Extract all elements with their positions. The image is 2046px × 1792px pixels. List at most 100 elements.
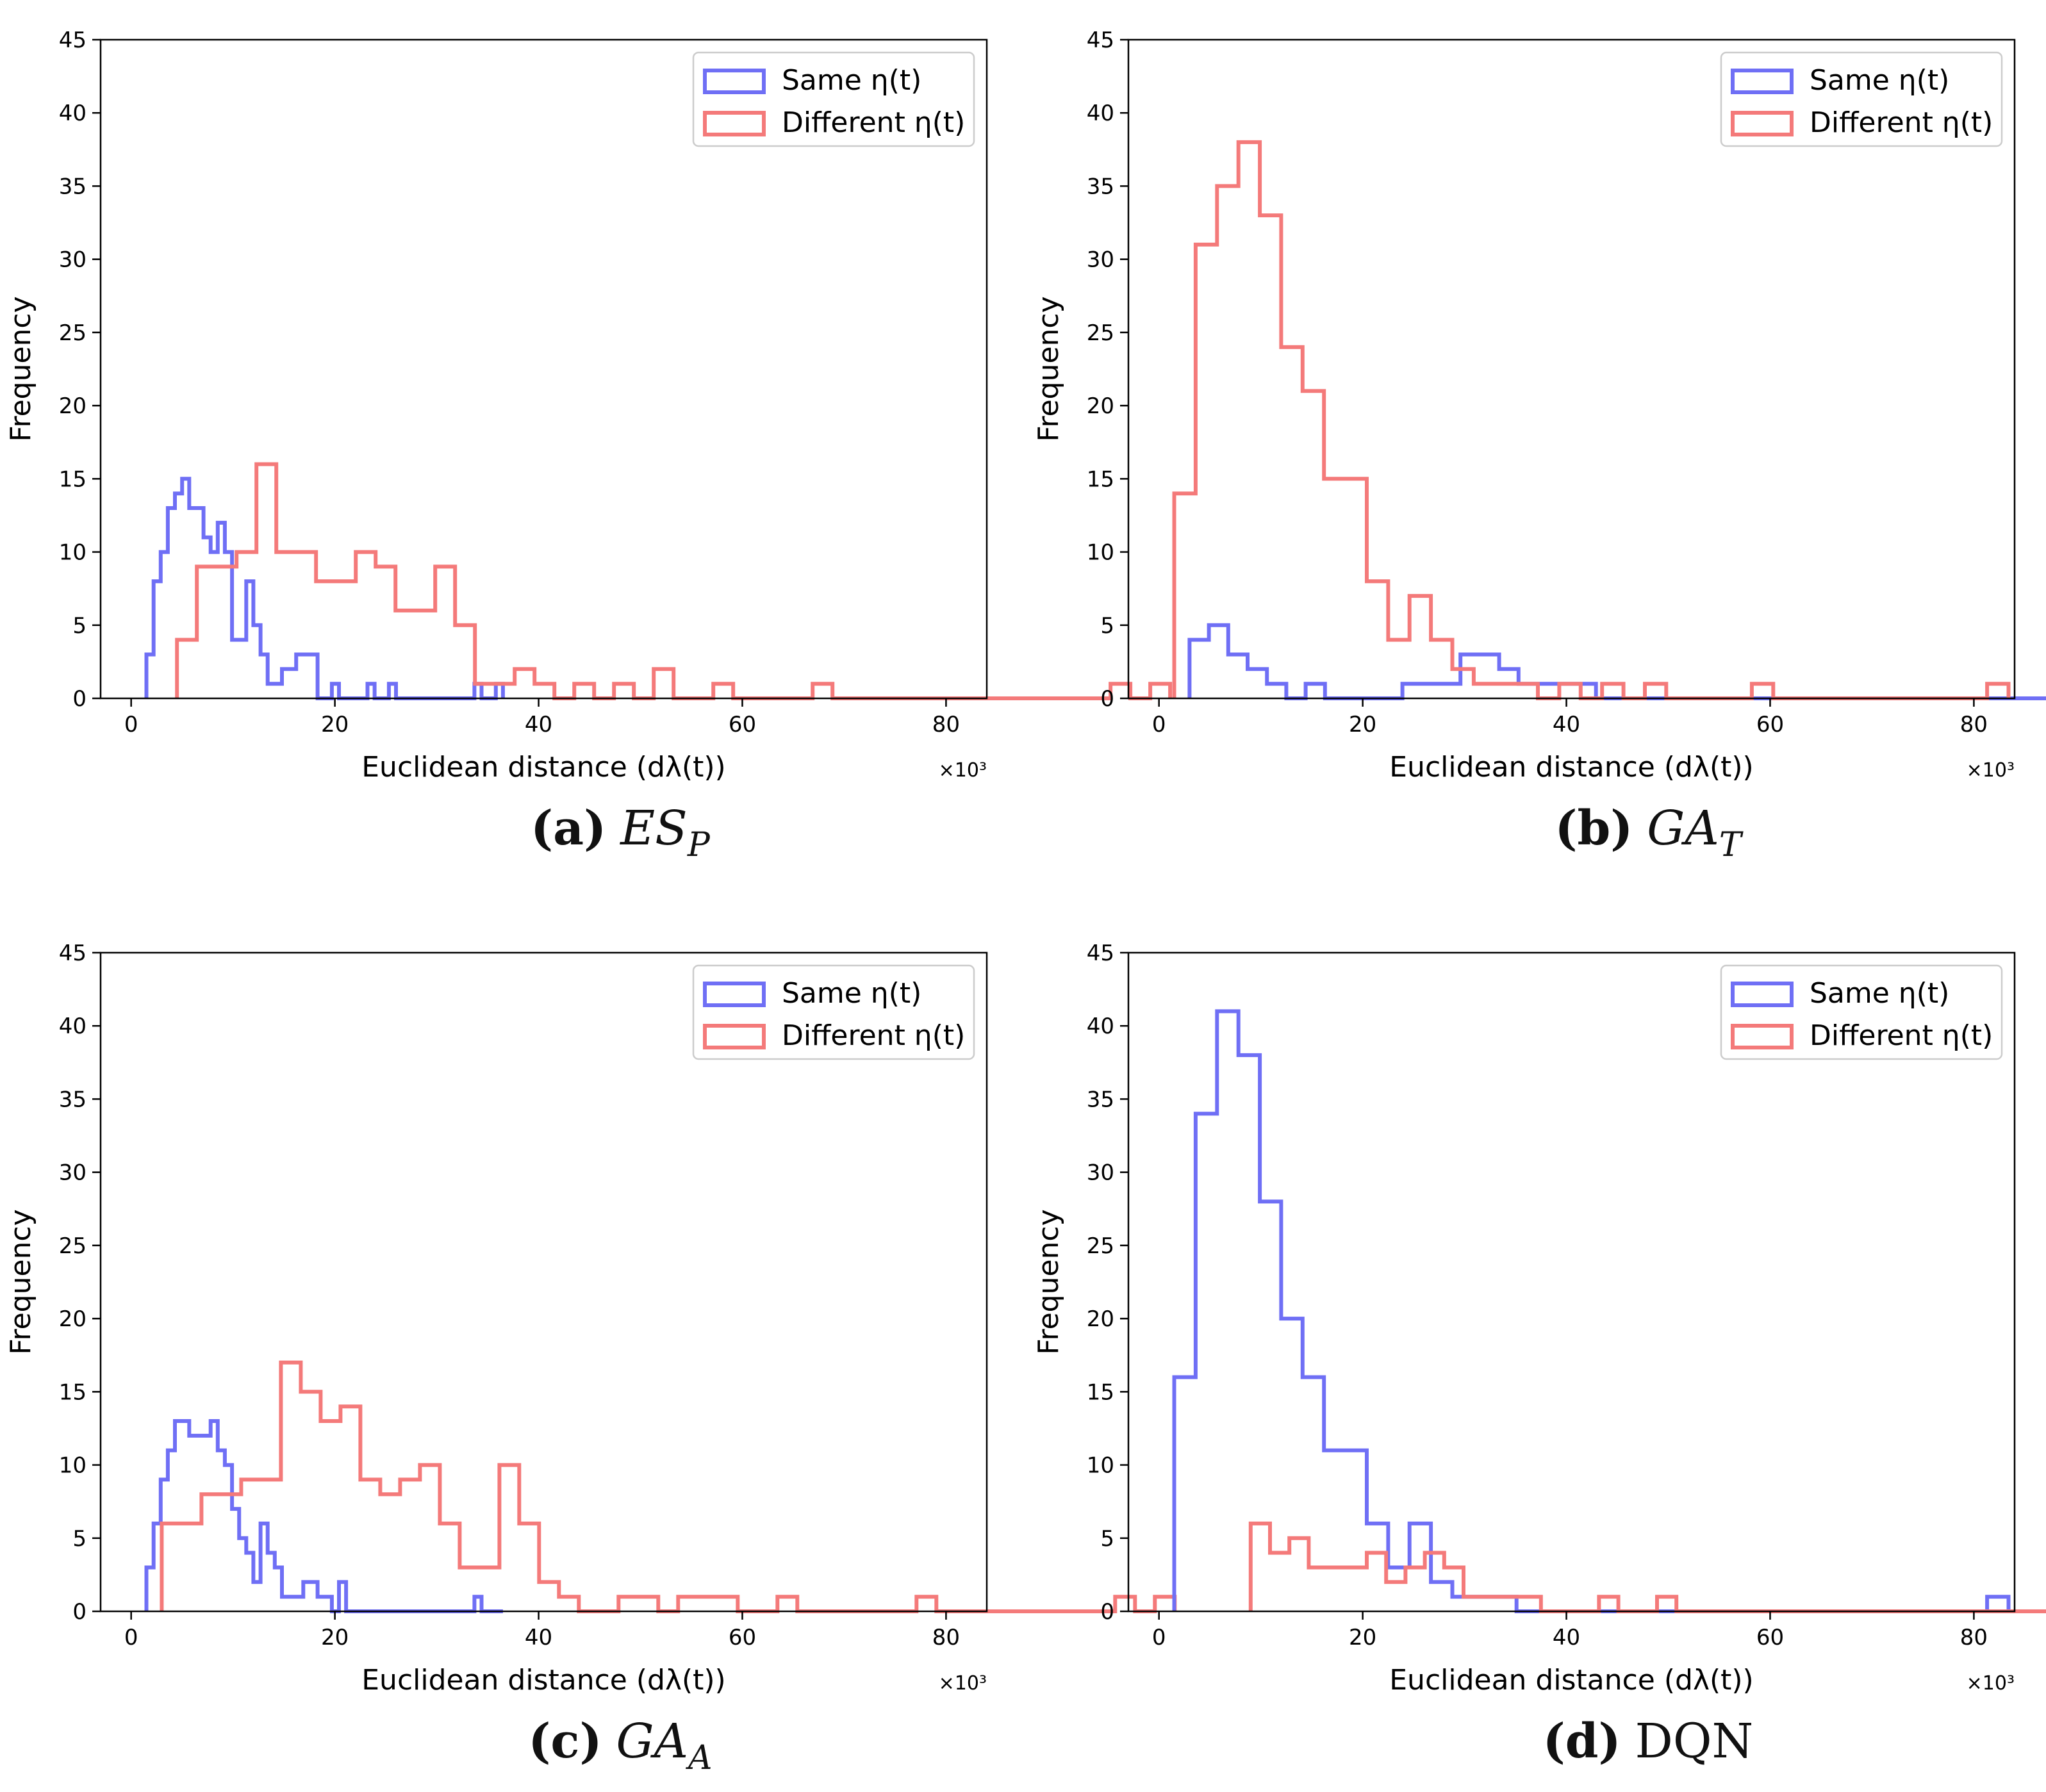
axes-frame: [1127, 38, 2016, 700]
caption-b: (b) GAT: [1328, 801, 1968, 864]
x-tick-label: 40: [1553, 712, 1580, 737]
x-tick-label: 60: [729, 1625, 756, 1650]
histogram-series-same: [1172, 1009, 2011, 1613]
x-multiplier-label: ×10³: [939, 1672, 987, 1695]
y-tick-label: 0: [1100, 1599, 1114, 1625]
x-tick-label: 60: [729, 712, 756, 737]
x-tick-label: 60: [1756, 1625, 1784, 1650]
legend-swatch-same: [1731, 69, 1794, 94]
y-tick-label: 5: [1100, 613, 1114, 639]
y-tick-label: 0: [72, 1599, 87, 1625]
x-tick-label: 80: [1960, 1625, 1988, 1650]
y-tick-label: 20: [59, 393, 87, 419]
caption-subscript: A: [688, 1739, 713, 1777]
y-tick-label: 35: [1087, 174, 1114, 199]
caption-a: (a) ESP: [300, 801, 941, 864]
x-tick-label: 80: [1960, 712, 1988, 737]
y-tick-label: 35: [1087, 1087, 1114, 1112]
x-axis-label: Euclidean distance (dλ(t)): [1389, 751, 1753, 784]
caption-letter: (c): [528, 1714, 602, 1769]
chart-panel-c: 0 20 40 60 80 0 5 10 15 20 25 30 35 40 45 ×10³ Euclidean…: [4, 941, 1177, 1697]
y-tick-label: 25: [59, 320, 87, 346]
legend-label: Same η(t): [1810, 977, 1949, 1010]
x-tick-label: 80: [932, 712, 960, 737]
histogram-series-different: [160, 1360, 1177, 1613]
legend-swatch-different: [703, 111, 766, 136]
x-multiplier-label: ×10³: [939, 759, 987, 782]
y-tick-label: 35: [59, 174, 87, 199]
y-axis-label: Frequency: [1032, 296, 1065, 441]
y-tick-label: 40: [59, 101, 87, 126]
legend-swatch-same: [703, 982, 766, 1007]
caption-label: ES: [620, 801, 688, 856]
legend-label: Different η(t): [1810, 1019, 1993, 1052]
legend: Same η(t) Different η(t): [692, 964, 975, 1060]
legend-swatch-same: [703, 69, 766, 94]
y-tick-label: 35: [59, 1087, 87, 1112]
legend: Same η(t) Different η(t): [1720, 51, 2003, 147]
y-axis-label: Frequency: [1032, 1209, 1065, 1354]
caption-letter: (b): [1555, 801, 1633, 856]
y-tick-label: 10: [59, 540, 87, 566]
x-axis-label: Euclidean distance (dλ(t)): [1389, 1664, 1753, 1697]
y-tick-label: 40: [1087, 1014, 1114, 1039]
x-tick-label: 20: [321, 712, 349, 737]
histogram-series-different: [175, 462, 1173, 700]
histogram-series-different: [1172, 140, 2011, 700]
y-tick-label: 15: [59, 466, 87, 492]
y-axis-label: Frequency: [4, 1209, 37, 1354]
x-multiplier-label: ×10³: [1967, 1672, 2015, 1695]
legend-label: Same η(t): [1810, 64, 1949, 97]
y-tick-label: 30: [59, 1160, 87, 1186]
x-tick-label: 80: [932, 1625, 960, 1650]
y-tick-label: 20: [1087, 393, 1114, 419]
x-axis-label: Euclidean distance (dλ(t)): [361, 751, 725, 784]
x-tick-label: 0: [124, 712, 138, 737]
y-tick-label: 30: [1087, 247, 1114, 273]
y-tick-label: 30: [1087, 1160, 1114, 1186]
y-tick-label: 15: [1087, 466, 1114, 492]
x-multiplier-label: ×10³: [1967, 759, 2015, 782]
caption-d: (d) DQN: [1328, 1714, 1968, 1777]
y-tick-label: 30: [59, 247, 87, 273]
legend-label: Different η(t): [782, 106, 965, 139]
y-tick-label: 20: [1087, 1306, 1114, 1332]
x-tick-label: 40: [1553, 1625, 1580, 1650]
y-axis-label: Frequency: [4, 296, 37, 441]
x-tick-label: 40: [525, 1625, 552, 1650]
y-tick-label: 10: [59, 1453, 87, 1479]
chart-panel-b: 0 20 40 60 80 0 5 10 15 20 25 30 35 40 45 ×10³ Euclidean…: [1032, 28, 2046, 784]
y-tick-label: 15: [1087, 1379, 1114, 1405]
x-tick-label: 0: [124, 1625, 138, 1650]
y-tick-label: 5: [72, 1526, 87, 1552]
y-tick-label: 45: [1087, 941, 1114, 966]
legend-swatch-same: [1731, 982, 1794, 1007]
axes-frame: [1127, 951, 2016, 1613]
y-tick-label: 45: [59, 28, 87, 53]
axes-frame: [99, 951, 988, 1613]
x-tick-label: 20: [1349, 712, 1376, 737]
caption-subscript: T: [1719, 826, 1742, 864]
y-tick-label: 40: [59, 1014, 87, 1039]
legend-swatch-different: [1731, 1024, 1794, 1049]
chart-panel-a: 0 20 40 60 80 0 5 10 15 20 25 30 35 40 45 ×10³ Euclidean…: [4, 28, 1173, 784]
histogram-series-different: [1248, 1521, 2046, 1613]
legend-label: Same η(t): [782, 64, 921, 97]
y-tick-label: 25: [1087, 320, 1114, 346]
caption-label: GA: [1647, 801, 1719, 856]
y-tick-label: 0: [72, 686, 87, 712]
caption-label: GA: [616, 1714, 689, 1769]
histogram-series-same: [1187, 623, 2046, 700]
legend: Same η(t) Different η(t): [1720, 964, 2003, 1060]
legend-label: Different η(t): [782, 1019, 965, 1052]
legend-label: Different η(t): [1810, 106, 1993, 139]
y-tick-label: 40: [1087, 101, 1114, 126]
x-tick-label: 60: [1756, 712, 1784, 737]
x-tick-label: 20: [1349, 1625, 1376, 1650]
y-tick-label: 10: [1087, 540, 1114, 566]
chart-panel-d: 0 20 40 60 80 0 5 10 15 20 25 30 35 40 45 ×10³ Euclidean…: [1032, 941, 2046, 1697]
x-tick-label: 40: [525, 712, 552, 737]
x-tick-label: 20: [321, 1625, 349, 1650]
y-tick-label: 25: [1087, 1233, 1114, 1259]
